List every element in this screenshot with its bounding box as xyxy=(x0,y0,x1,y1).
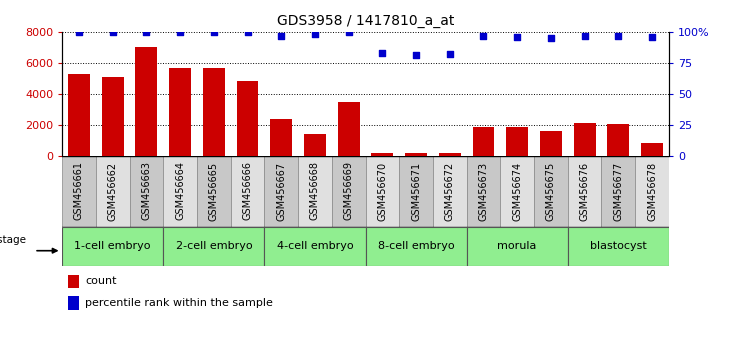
Point xyxy=(613,33,624,39)
Bar xyxy=(534,156,568,227)
Bar xyxy=(129,156,163,227)
Bar xyxy=(68,296,79,309)
Point xyxy=(140,29,152,35)
Bar xyxy=(472,127,494,156)
Bar xyxy=(338,102,360,156)
Bar xyxy=(203,68,224,156)
Bar xyxy=(466,156,500,227)
Bar xyxy=(169,68,191,156)
Point xyxy=(242,29,254,35)
Bar xyxy=(439,153,461,156)
Point xyxy=(410,53,422,58)
Bar xyxy=(265,156,298,227)
Point xyxy=(579,33,591,39)
Bar xyxy=(568,227,669,266)
Bar xyxy=(231,156,265,227)
Text: GSM456672: GSM456672 xyxy=(444,161,455,221)
Bar xyxy=(607,124,629,156)
Text: GSM456668: GSM456668 xyxy=(310,161,320,221)
Bar xyxy=(405,153,427,156)
Bar xyxy=(68,74,90,156)
Text: blastocyst: blastocyst xyxy=(590,241,647,251)
Bar xyxy=(332,156,366,227)
Text: GSM456671: GSM456671 xyxy=(411,161,421,221)
Point xyxy=(511,34,523,40)
Bar xyxy=(163,156,197,227)
Text: GSM456662: GSM456662 xyxy=(107,161,118,221)
Bar xyxy=(265,227,366,266)
Point xyxy=(646,34,658,40)
Bar xyxy=(366,156,399,227)
Point xyxy=(545,35,557,41)
Bar xyxy=(466,227,568,266)
Bar xyxy=(371,153,393,156)
Text: percentile rank within the sample: percentile rank within the sample xyxy=(86,298,273,308)
Bar xyxy=(135,47,157,156)
Text: 4-cell embryo: 4-cell embryo xyxy=(276,241,353,251)
Text: GSM456674: GSM456674 xyxy=(512,161,522,221)
Bar xyxy=(197,156,231,227)
Bar xyxy=(62,156,96,227)
Bar xyxy=(602,156,635,227)
Bar xyxy=(102,77,124,156)
Point xyxy=(376,50,388,56)
Text: count: count xyxy=(86,276,117,286)
Point xyxy=(309,32,321,37)
Text: GSM456670: GSM456670 xyxy=(377,161,387,221)
Bar xyxy=(270,119,292,156)
Text: development stage: development stage xyxy=(0,235,26,245)
Bar xyxy=(96,156,129,227)
Bar xyxy=(500,156,534,227)
Text: GSM456675: GSM456675 xyxy=(546,161,556,221)
Bar xyxy=(641,143,663,156)
Point xyxy=(276,33,287,39)
Point xyxy=(107,29,118,35)
Text: 8-cell embryo: 8-cell embryo xyxy=(378,241,455,251)
Bar xyxy=(574,123,596,156)
Text: GSM456666: GSM456666 xyxy=(243,161,252,221)
Bar xyxy=(507,127,528,156)
Bar xyxy=(237,81,259,156)
Text: GSM456664: GSM456664 xyxy=(175,161,185,221)
Bar xyxy=(433,156,466,227)
Text: GSM456673: GSM456673 xyxy=(479,161,488,221)
Point xyxy=(174,29,186,35)
Text: GSM456665: GSM456665 xyxy=(209,161,219,221)
Bar xyxy=(399,156,433,227)
Bar xyxy=(366,227,466,266)
Bar xyxy=(298,156,332,227)
Bar xyxy=(568,156,602,227)
Point xyxy=(343,29,355,35)
Bar xyxy=(62,227,163,266)
Bar xyxy=(68,275,79,289)
Text: GSM456667: GSM456667 xyxy=(276,161,287,221)
Text: GSM456661: GSM456661 xyxy=(74,161,84,221)
Text: 1-cell embryo: 1-cell embryo xyxy=(75,241,151,251)
Bar xyxy=(635,156,669,227)
Text: 2-cell embryo: 2-cell embryo xyxy=(175,241,252,251)
Text: GSM456677: GSM456677 xyxy=(613,161,624,221)
Point xyxy=(208,29,219,35)
Text: morula: morula xyxy=(498,241,537,251)
Bar xyxy=(304,134,326,156)
Title: GDS3958 / 1417810_a_at: GDS3958 / 1417810_a_at xyxy=(277,14,454,28)
Text: GSM456663: GSM456663 xyxy=(141,161,151,221)
Text: GSM456678: GSM456678 xyxy=(647,161,657,221)
Text: GSM456676: GSM456676 xyxy=(580,161,590,221)
Point xyxy=(73,29,85,35)
Point xyxy=(444,51,455,57)
Bar xyxy=(163,227,265,266)
Bar xyxy=(540,131,562,156)
Text: GSM456669: GSM456669 xyxy=(344,161,354,221)
Point xyxy=(477,33,489,39)
